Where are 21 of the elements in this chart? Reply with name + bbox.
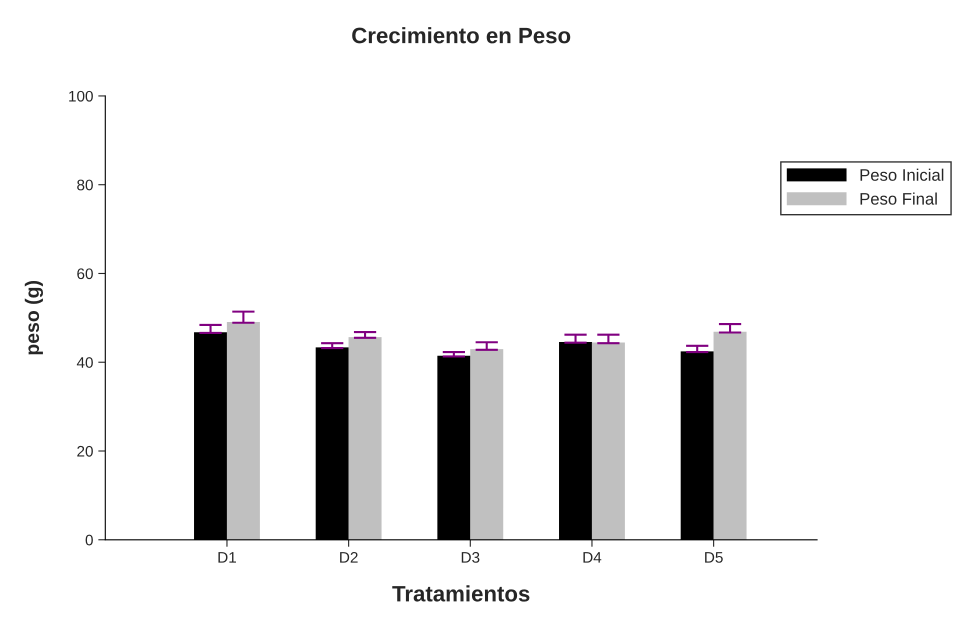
y-tick-label: 60 [77, 268, 93, 280]
x-tick-label: D3 [462, 552, 480, 563]
x-tick-label: D5 [705, 552, 723, 563]
bar [348, 337, 382, 540]
y-tick-label: 100 [69, 90, 93, 102]
y-tick-label: 20 [77, 446, 93, 457]
legend-label: Peso Inicial [860, 168, 944, 181]
bar [470, 349, 504, 540]
chart-title: Crecimiento en Peso [352, 27, 570, 44]
x-axis-title: Tratamientos [392, 585, 530, 602]
legend-label: Peso Final [860, 192, 937, 205]
y-tick-label: 0 [86, 534, 93, 546]
y-axis-title: peso (g) [24, 281, 44, 354]
x-tick-label: D4 [583, 552, 602, 563]
x-tick-label: D1 [218, 552, 236, 563]
bar [714, 332, 747, 540]
y-tick-label: 80 [77, 180, 93, 190]
y-tick-label: 40 [76, 357, 93, 368]
x-tick-label: D2 [340, 552, 358, 563]
bar [226, 322, 260, 540]
bar [592, 342, 625, 540]
